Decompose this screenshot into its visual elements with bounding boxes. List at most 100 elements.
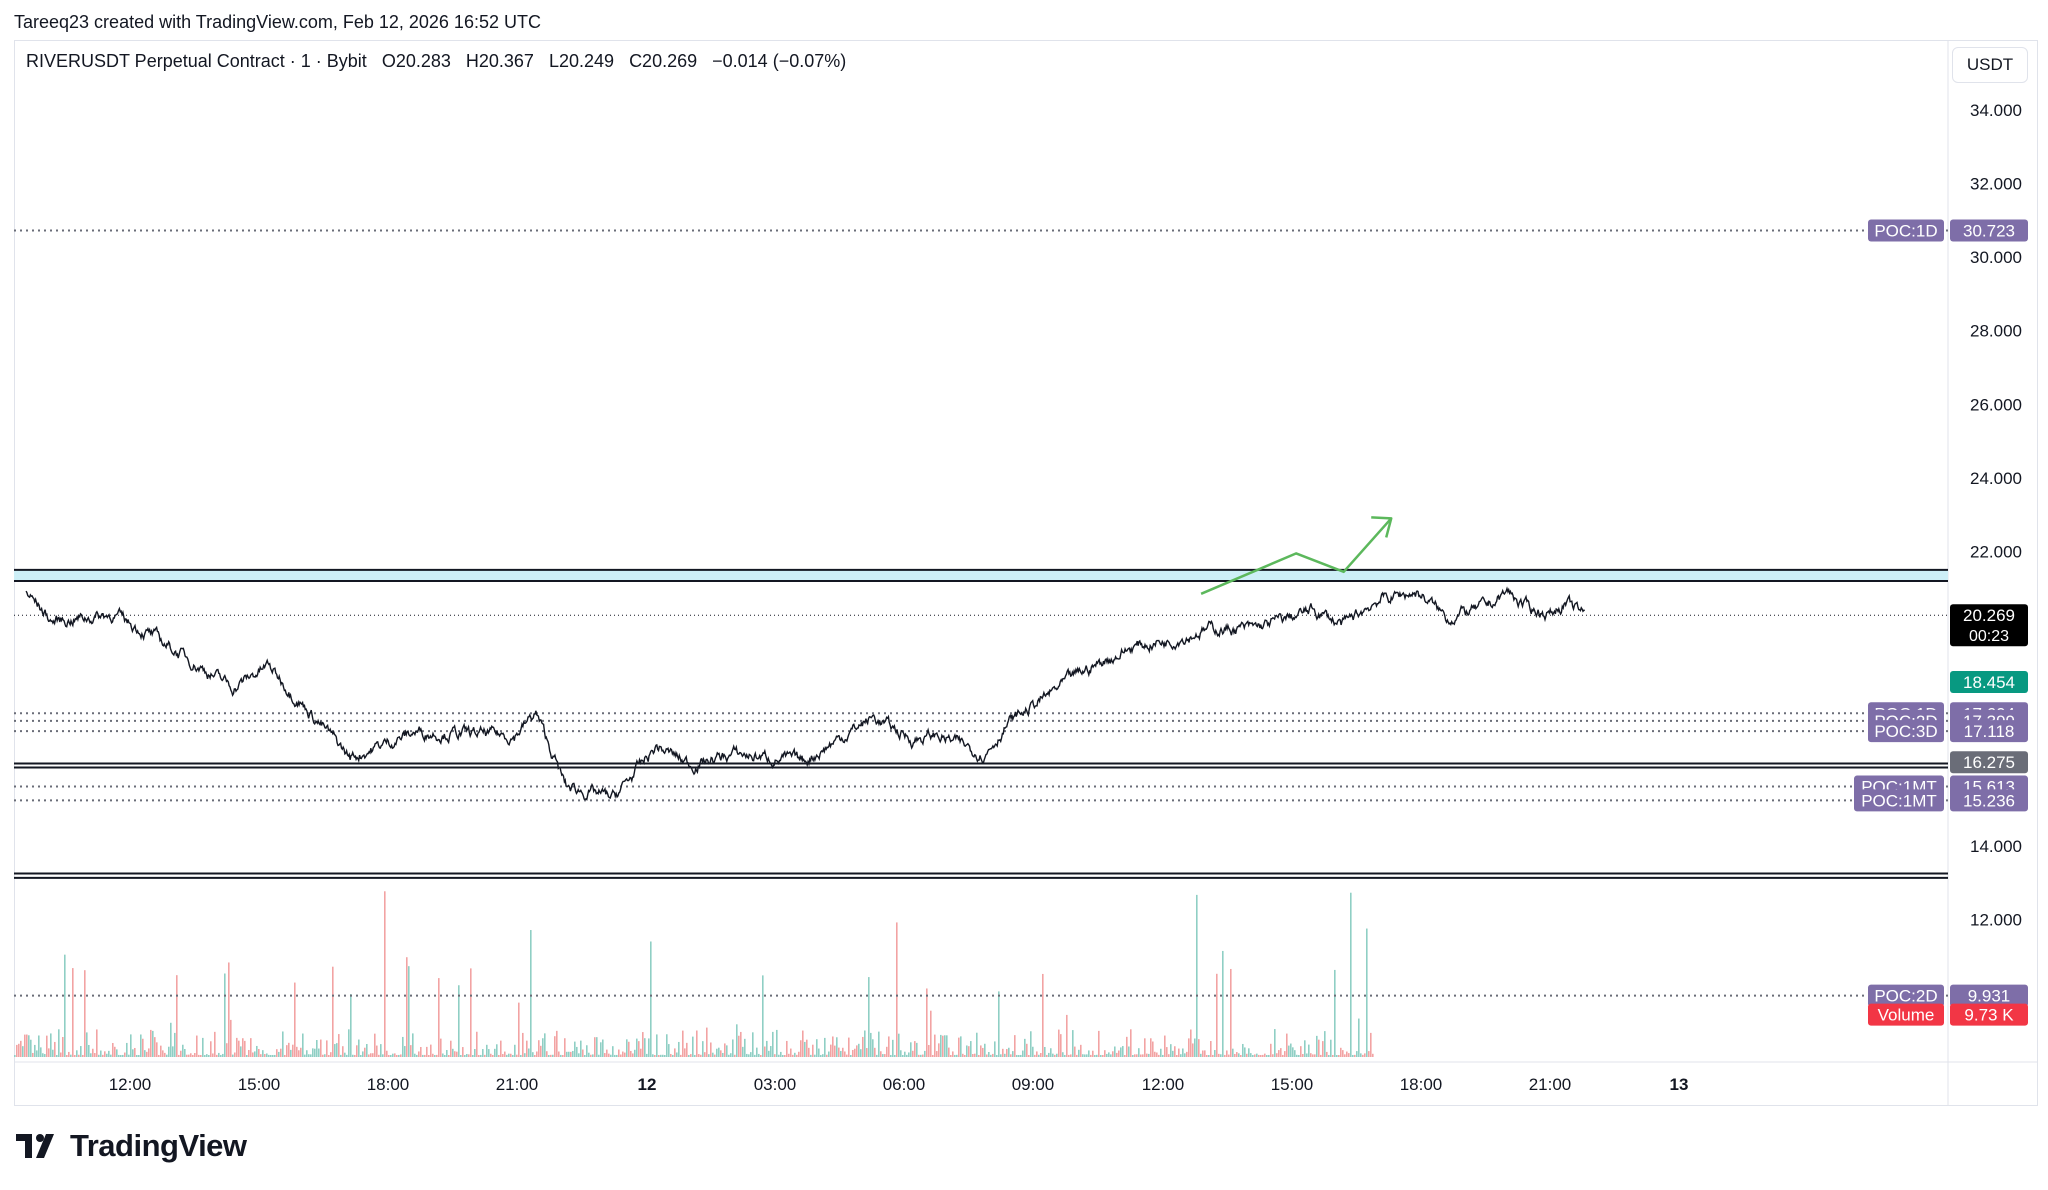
volume-bar (956, 1054, 958, 1057)
volume-bar (1342, 1050, 1344, 1057)
volume-bar (396, 1054, 398, 1057)
volume-bar (466, 1053, 468, 1057)
volume-bar (70, 1054, 72, 1057)
volume-bar (1028, 1054, 1030, 1057)
volume-bar (790, 1048, 792, 1057)
volume-bar (952, 1051, 954, 1057)
volume-label-badge-bg (1868, 1003, 1944, 1026)
poc-label-badge[interactable]: POC:2D (1868, 984, 1944, 1007)
volume-label-badge[interactable]: Volume (1868, 1003, 1944, 1026)
price-label-badge[interactable]: 16.275 (1950, 751, 2028, 774)
poc-value-badge[interactable]: 30.723 (1950, 219, 2028, 242)
volume-bar (304, 1054, 306, 1057)
volume-bar (692, 1036, 694, 1057)
volume-bar (850, 1055, 852, 1057)
ohlc-change: −0.014 (−0.07%) (712, 51, 847, 71)
volume-bar (1288, 1045, 1290, 1057)
volume-bar (1230, 968, 1232, 1057)
volume-bar (1370, 1032, 1372, 1057)
volume-bar (714, 1054, 716, 1057)
volume-bar (1210, 1041, 1212, 1057)
volume-bar (1114, 1046, 1116, 1057)
volume-bar (1330, 1039, 1332, 1057)
price-line[interactable] (25, 586, 1586, 801)
symbol-name[interactable]: RIVERUSDT Perpetual Contract · 1 · Bybit (26, 51, 367, 71)
volume-bar (1226, 1050, 1228, 1057)
volume-value-badge-text: 9.73 K (1964, 1006, 2014, 1025)
volume-bar (68, 1051, 70, 1057)
volume-bar (562, 1054, 564, 1057)
volume-bar (232, 1054, 234, 1057)
volume-bar (752, 1032, 754, 1057)
last-price-badge[interactable]: 20.269 00:23 (1950, 604, 2028, 647)
volume-bar (1188, 1038, 1190, 1057)
volume-bar (732, 1039, 734, 1057)
volume-bar (274, 1054, 276, 1057)
volume-bar (104, 1051, 106, 1057)
poc-value-badge[interactable]: 17.118 (1950, 720, 2028, 743)
poc-label-badge[interactable]: POC:1D (1868, 219, 1944, 242)
volume-bar (786, 1040, 788, 1057)
volume-bar (38, 1035, 40, 1057)
volume-bar (490, 1053, 492, 1057)
volume-bar (58, 1029, 60, 1057)
volume-bar (278, 1051, 280, 1057)
volume-bar (166, 1054, 168, 1057)
poc-value-badge[interactable]: 9.931 (1950, 984, 2028, 1007)
poc-label-badge[interactable]: POC:1MT (1854, 789, 1944, 812)
ohlc-high: H20.367 (465, 51, 534, 71)
volume-bar (962, 1053, 964, 1057)
volume-bar (610, 1054, 612, 1057)
volume-bar (1010, 1054, 1012, 1057)
volume-bar (834, 1045, 836, 1057)
volume-bar (1254, 1054, 1256, 1057)
volume-bar (310, 1054, 312, 1057)
volume-bar (942, 1035, 944, 1057)
poc-value-badge-text: 9.931 (1968, 987, 2011, 1006)
volume-bar (26, 1034, 28, 1057)
poc-value-badge[interactable]: 15.236 (1950, 789, 2028, 812)
price-label-badge[interactable]: 18.454 (1950, 671, 2028, 694)
volume-value-badge[interactable]: 9.73 K (1950, 1003, 2028, 1026)
volume-bar (746, 1053, 748, 1057)
volume-bar (736, 1024, 738, 1057)
volume-bar (1306, 1053, 1308, 1057)
tradingview-logo[interactable]: TradingView (16, 1128, 247, 1164)
currency-button[interactable]: USDT (1952, 47, 2028, 83)
poc-value-badge-text: 30.723 (1963, 222, 2015, 241)
volume-bar (378, 1054, 380, 1057)
volume-bar (484, 1054, 486, 1057)
poc-value-badge-text: 17.118 (1964, 722, 2015, 741)
volume-bar (264, 1054, 266, 1057)
volume-bar (674, 1048, 676, 1057)
volume-bar (1166, 1047, 1168, 1057)
last-price-badge-bg (1950, 604, 2028, 647)
volume-bar (1040, 1053, 1042, 1057)
poc-label-badge[interactable]: POC:3D (1868, 720, 1944, 743)
volume-bar (876, 1054, 878, 1057)
trend-arrow[interactable] (1200, 517, 1393, 595)
volume-bar (44, 1054, 46, 1057)
volume-bar (1034, 1054, 1036, 1057)
volume-bar (398, 1054, 400, 1057)
volume-bar (608, 1053, 610, 1057)
volume-bar (328, 1054, 330, 1057)
volume-bar (550, 1054, 552, 1057)
volume-bar (596, 1037, 598, 1057)
volume-bar (1102, 1054, 1104, 1057)
volume-bar (696, 1030, 698, 1057)
volume-bar (1316, 1035, 1318, 1057)
volume-bar (1048, 1052, 1050, 1057)
volume-bar (186, 1054, 188, 1057)
volume-bar (344, 1052, 346, 1057)
volume-bar (968, 1046, 970, 1057)
volume-bar (1122, 1046, 1124, 1057)
y-tick-label: 14.000 (1970, 837, 2022, 856)
volume-bar (574, 1041, 576, 1057)
volume-bar (110, 1054, 112, 1057)
symbol-legend[interactable]: RIVERUSDT Perpetual Contract · 1 · Bybit… (26, 51, 856, 72)
volume-bar (950, 1054, 952, 1057)
ohlc-low: L20.249 (548, 51, 615, 71)
x-tick-label: 18:00 (367, 1075, 410, 1094)
